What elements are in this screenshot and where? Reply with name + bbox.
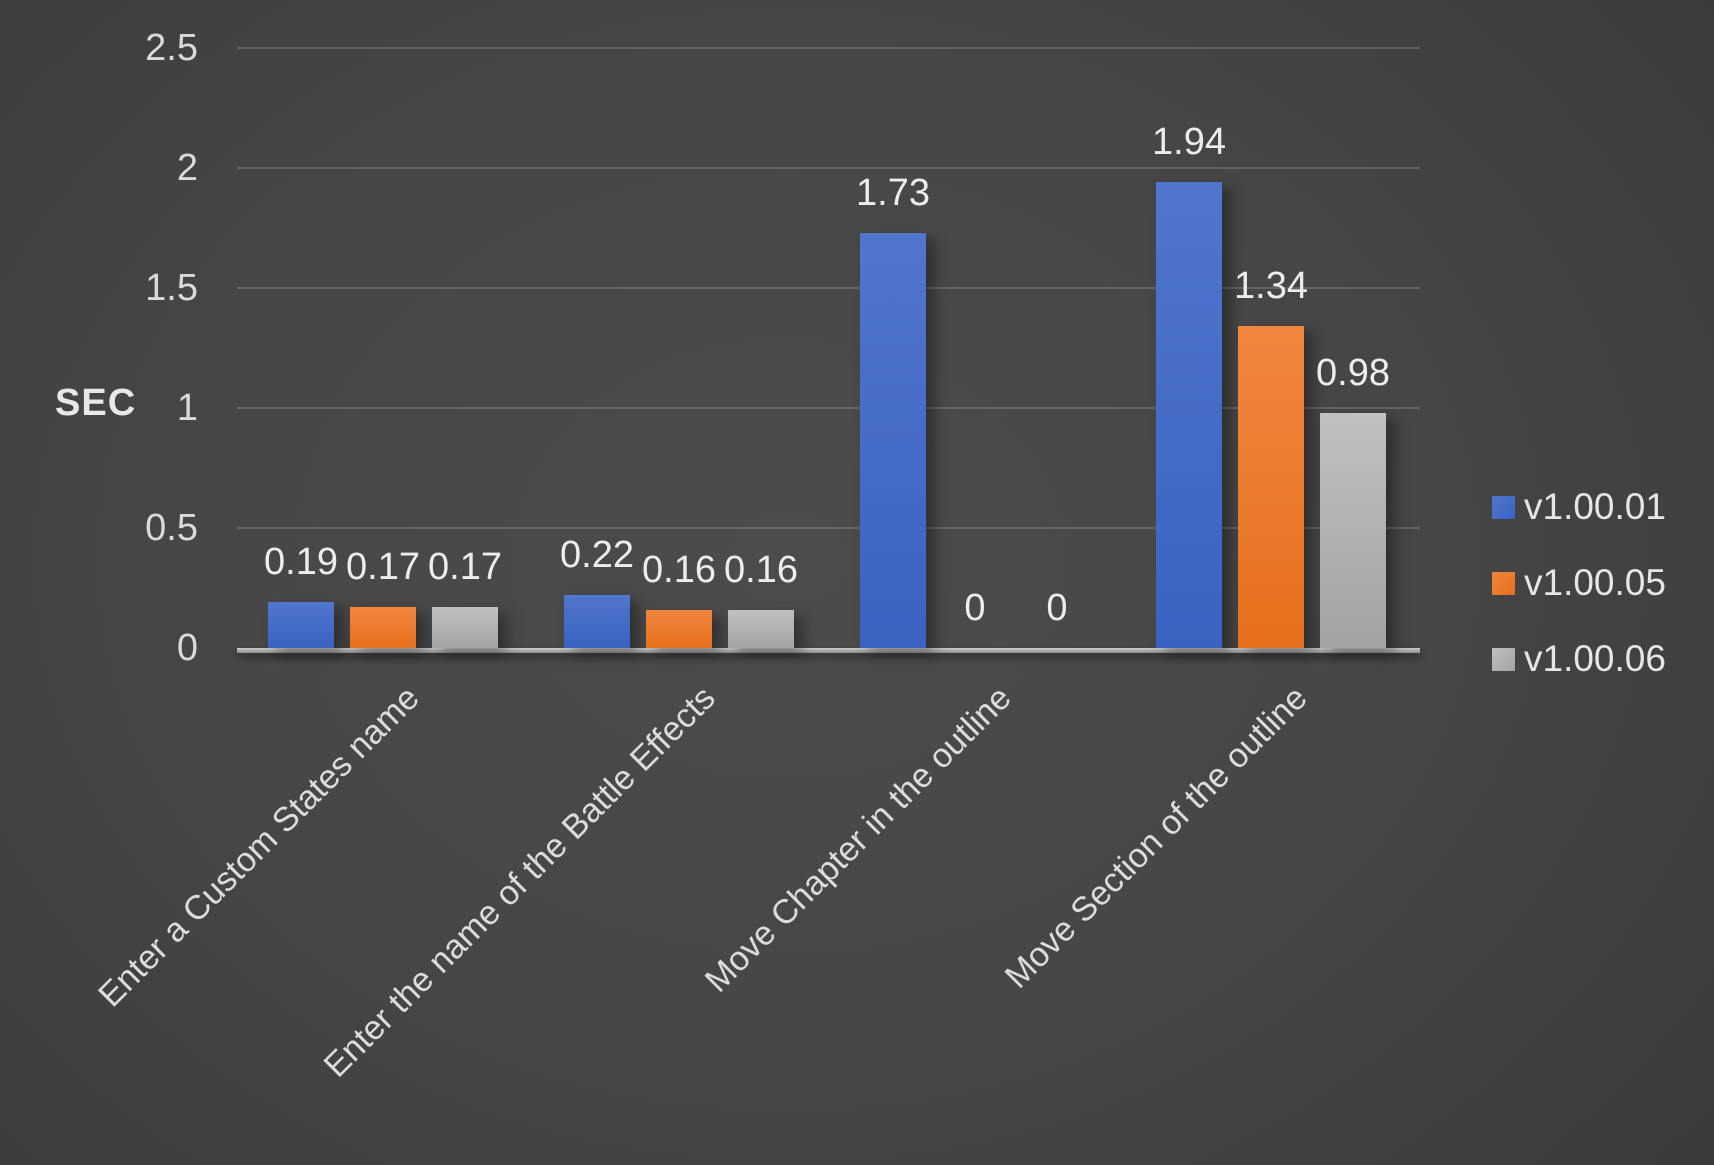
y-tick-label: 0.5 (145, 507, 198, 549)
bar (728, 610, 794, 648)
bar-value-label: 0.22 (560, 534, 634, 576)
legend-swatch (1492, 495, 1515, 519)
bar-value-label: 0 (964, 587, 986, 629)
legend-swatch (1492, 571, 1515, 595)
x-axis-line (237, 648, 1420, 653)
category-label: Enter a Custom States name (91, 678, 427, 1015)
y-tick-label: 1 (176, 387, 198, 429)
bar (268, 602, 334, 648)
bar-value-label: 0.17 (346, 546, 420, 588)
legend-label: v1.00.01 (1524, 486, 1666, 527)
legend-label: v1.00.05 (1524, 562, 1666, 603)
legend-label: v1.00.06 (1524, 638, 1666, 679)
bar-value-label: 1.94 (1152, 121, 1226, 163)
bar-value-label: 0.17 (428, 546, 502, 588)
gridline (237, 527, 1420, 529)
category-label: Enter the name of the Battle Effects (316, 678, 723, 1085)
gridline (237, 167, 1420, 169)
y-tick-label: 0 (176, 627, 198, 669)
bar (1238, 326, 1304, 648)
gridline (237, 407, 1420, 409)
category-label: Move Chapter in the outline (697, 678, 1019, 1000)
legend-item: v1.00.01 (1492, 484, 1666, 530)
bar-value-label: 0.98 (1316, 352, 1390, 394)
bar (1320, 413, 1386, 648)
bar (1156, 182, 1222, 648)
legend-item: v1.00.05 (1492, 560, 1666, 606)
bar (860, 233, 926, 648)
y-tick-label: 1.5 (145, 267, 198, 309)
gridline (237, 47, 1420, 49)
y-axis-title: SEC (55, 382, 137, 424)
legend-swatch (1492, 647, 1515, 671)
bar (564, 595, 630, 648)
bar (350, 607, 416, 648)
bar-value-label: 0.19 (264, 541, 338, 583)
gridline (237, 287, 1420, 289)
category-label: Move Section of the outline (997, 678, 1315, 996)
bar-value-label: 1.73 (856, 172, 930, 214)
bar-value-label: 0.16 (724, 549, 798, 591)
y-tick-label: 2 (176, 147, 198, 189)
bar (432, 607, 498, 648)
bar (646, 610, 712, 648)
legend-item: v1.00.06 (1492, 636, 1666, 682)
y-tick-label: 2.5 (145, 27, 198, 69)
bar-value-label: 0 (1046, 587, 1068, 629)
bar-value-label: 1.34 (1234, 265, 1308, 307)
bar-value-label: 0.16 (642, 549, 716, 591)
